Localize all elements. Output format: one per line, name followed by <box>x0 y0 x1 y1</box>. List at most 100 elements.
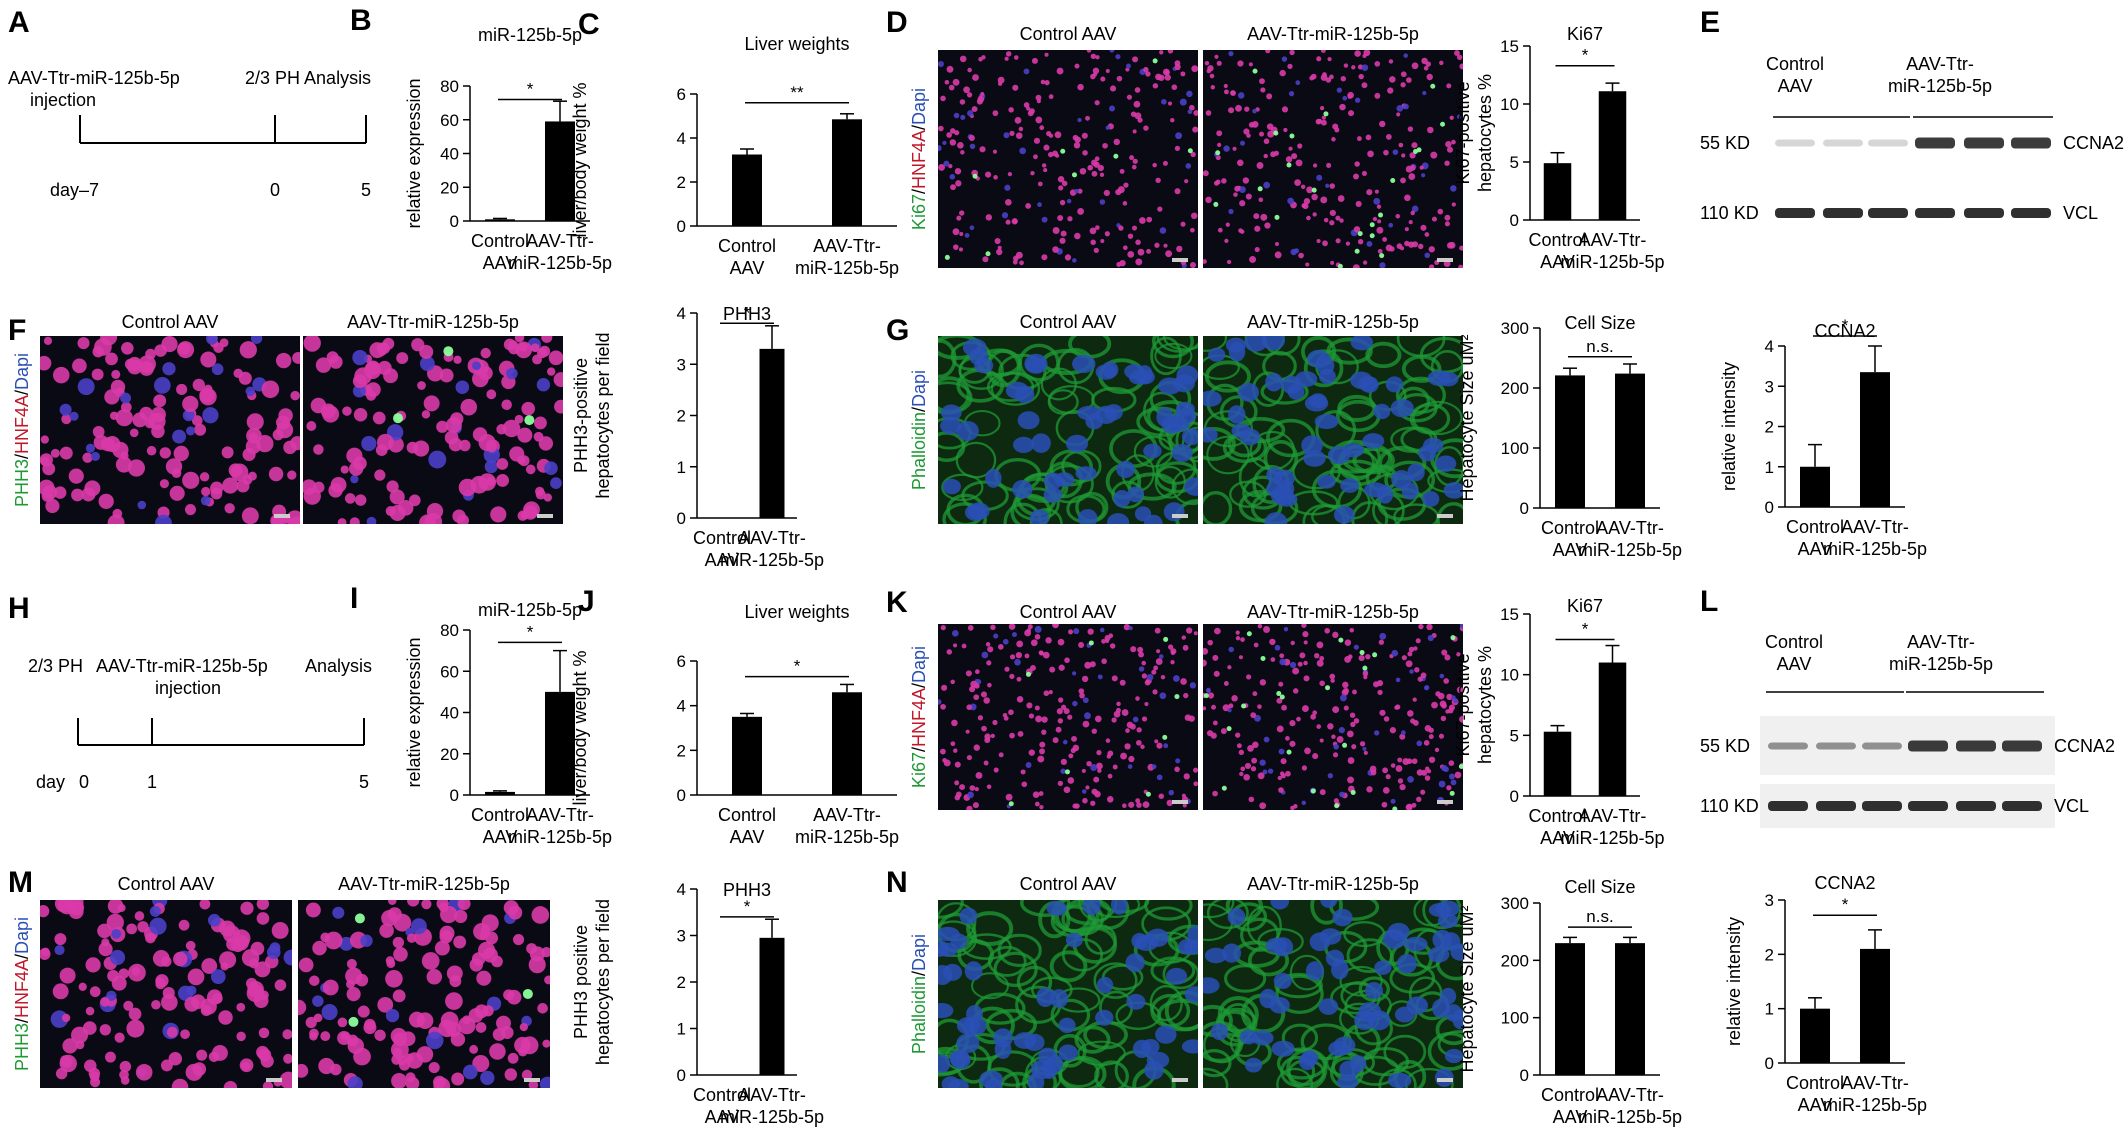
x-category-label: AAV-Ttr- <box>1596 518 1664 538</box>
y-tick-label: 60 <box>440 111 459 130</box>
y-tick-label: 100 <box>1501 1009 1529 1028</box>
stain-label: PHH3/HNF4A/Dapi <box>12 917 32 1071</box>
chart-title: Cell Size <box>1564 313 1635 333</box>
blot-group-label: Control <box>1766 54 1824 74</box>
stain-label-part: / <box>909 125 929 130</box>
y-tick-label: 15 <box>1500 37 1519 56</box>
panel-letter-I: I <box>350 582 358 615</box>
y-tick-label: 20 <box>440 745 459 764</box>
timeline-tick-label: 0 <box>79 772 89 792</box>
y-tick-label: 200 <box>1501 951 1529 970</box>
significance-label: * <box>527 622 534 641</box>
scale-bar <box>1172 800 1188 804</box>
x-category-label: Control <box>718 236 776 256</box>
timeline-label: 2/3 PH Analysis <box>245 68 371 88</box>
blot-band <box>1908 801 1948 811</box>
y-tick-label: 1 <box>1765 458 1774 477</box>
microscopy-column-title: AAV-Ttr-miR-125b-5p <box>1247 312 1419 332</box>
y-tick-label: 0 <box>677 1066 686 1085</box>
timeline-label: injection <box>30 90 96 110</box>
micrograph-control <box>40 336 300 524</box>
bar <box>1543 731 1572 796</box>
x-category-label: miR-125b-5p <box>1560 828 1664 848</box>
x-category-label: AAV <box>730 258 765 278</box>
y-tick-label: 4 <box>677 129 686 148</box>
timeline-label: AAV-Ttr-miR-125b-5p <box>96 656 268 676</box>
chart-N: Cell Size 0 100 200 300 Hepatocyte Size uM² Co… <box>1457 877 1682 1127</box>
microscopy-column-title: Control AAV <box>1020 602 1117 622</box>
microscopy-column-title: Control AAV <box>1020 312 1117 332</box>
scale-bar <box>274 514 290 518</box>
timeline-tick-label: 5 <box>359 772 369 792</box>
y-axis-label: relative expression <box>404 78 424 228</box>
panel-letter-B: B <box>350 4 372 37</box>
y-axis-label: Ki67-positive <box>1453 81 1473 184</box>
microscopy-column-title: Control AAV <box>118 874 215 894</box>
x-category-label: miR-125b-5p <box>508 827 612 847</box>
scale-bar <box>1172 514 1188 518</box>
x-category-label: AAV <box>705 1107 740 1127</box>
chart-G: Cell Size 0 100 200 300 Hepatocyte Size uM² Co… <box>1457 313 1682 560</box>
panel-letter-L: L <box>1700 585 1718 618</box>
panel-letter-A: A <box>8 6 30 39</box>
y-tick-label: 80 <box>440 621 459 640</box>
scale-bar <box>1437 258 1453 262</box>
scale-bar <box>537 514 553 518</box>
x-category-label: AAV <box>483 827 518 847</box>
timeline-tick-label: day <box>36 772 65 792</box>
significance-label: n.s. <box>1586 337 1613 356</box>
y-tick-label: 100 <box>1501 439 1529 458</box>
x-category-label: AAV <box>730 827 765 847</box>
x-category-label: miR-125b-5p <box>1578 1107 1682 1127</box>
scale-bar <box>1437 800 1453 804</box>
panel-letter-M: M <box>8 866 33 899</box>
panel-letter-C: C <box>578 8 600 41</box>
panel-letter-F: F <box>8 314 26 347</box>
chart-title: Liver weights <box>744 34 849 54</box>
stain-label-part: Phalloidin <box>909 412 929 490</box>
stain-label-part: PHH3 <box>12 1023 32 1071</box>
blot-band <box>1823 139 1863 147</box>
significance-label: * <box>527 80 534 99</box>
significance-label: * <box>794 657 801 676</box>
bar <box>1543 163 1572 220</box>
significance-label: * <box>1582 46 1589 65</box>
bar <box>545 691 575 795</box>
bar <box>1555 375 1585 508</box>
bar <box>1860 948 1890 1063</box>
microscopy-column-title: AAV-Ttr-miR-125b-5p <box>1247 874 1419 894</box>
y-tick-label: 0 <box>677 786 686 805</box>
panel-G-microscopy: G Phalloidin/Dapi Control AAV AAV-Ttr-miR-1… <box>886 312 1463 524</box>
protein-label: CCNA2 <box>2054 736 2115 756</box>
stain-label-part: Dapi <box>909 934 929 971</box>
x-category-label: AAV <box>1798 539 1833 559</box>
blot-group-label: AAV <box>1778 76 1813 96</box>
bar <box>832 119 862 226</box>
stain-label-part: / <box>12 454 32 459</box>
significance-label: n.s. <box>1586 907 1613 926</box>
stain-label-part: Dapi <box>909 88 929 125</box>
blot-group-label: AAV-Ttr- <box>1907 632 1975 652</box>
scale-bar <box>1437 1078 1453 1082</box>
y-tick-label: 0 <box>450 212 459 231</box>
y-axis-label: PHH3-positive <box>571 358 591 473</box>
panel-letter-H: H <box>8 592 30 625</box>
stain-label-part: HNF4A <box>909 130 929 189</box>
microscopy-column-title: Control AAV <box>1020 874 1117 894</box>
x-category-label: miR-125b-5p <box>795 258 899 278</box>
y-tick-label: 0 <box>1765 498 1774 517</box>
y-axis-label: Hepatocyte Size uM² <box>1457 905 1477 1072</box>
molecular-weight-marker: 55 KD <box>1700 133 1750 153</box>
timeline-layer: A AAV-Ttr-miR-125b-5p injection 2/3 PH Anal… <box>8 6 372 792</box>
x-category-label: AAV-Ttr- <box>738 1085 806 1105</box>
molecular-weight-marker: 110 KD <box>1700 796 1759 816</box>
microscopy-column-title: Control AAV <box>122 312 219 332</box>
blot-band <box>1956 740 1996 752</box>
